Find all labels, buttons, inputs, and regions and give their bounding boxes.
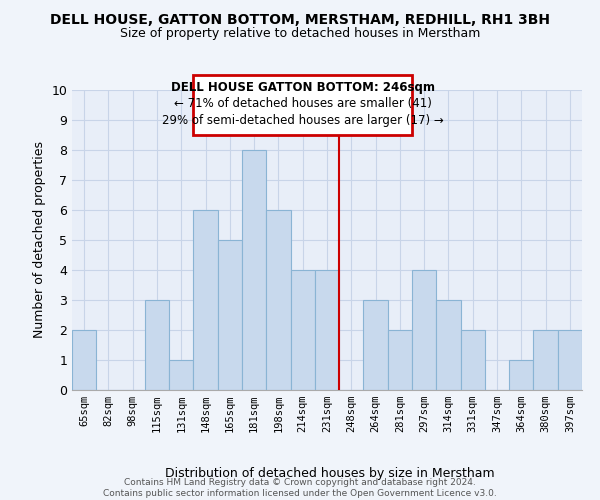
Bar xyxy=(436,300,461,390)
Text: ← 71% of detached houses are smaller (41): ← 71% of detached houses are smaller (41… xyxy=(174,98,431,110)
Y-axis label: Number of detached properties: Number of detached properties xyxy=(33,142,46,338)
Text: Distribution of detached houses by size in Merstham: Distribution of detached houses by size … xyxy=(165,467,495,480)
Bar xyxy=(315,270,339,390)
Bar xyxy=(72,330,96,390)
Bar xyxy=(242,150,266,390)
Text: Size of property relative to detached houses in Merstham: Size of property relative to detached ho… xyxy=(120,28,480,40)
Bar xyxy=(266,210,290,390)
Bar xyxy=(533,330,558,390)
Text: Contains HM Land Registry data © Crown copyright and database right 2024.
Contai: Contains HM Land Registry data © Crown c… xyxy=(103,478,497,498)
Bar xyxy=(169,360,193,390)
FancyBboxPatch shape xyxy=(193,75,412,135)
Bar xyxy=(558,330,582,390)
Bar xyxy=(509,360,533,390)
Bar xyxy=(364,300,388,390)
Bar xyxy=(388,330,412,390)
Text: DELL HOUSE GATTON BOTTOM: 246sqm: DELL HOUSE GATTON BOTTOM: 246sqm xyxy=(171,81,435,94)
Text: 29% of semi-detached houses are larger (17) →: 29% of semi-detached houses are larger (… xyxy=(162,114,443,127)
Bar xyxy=(218,240,242,390)
Bar xyxy=(145,300,169,390)
Bar xyxy=(193,210,218,390)
Text: DELL HOUSE, GATTON BOTTOM, MERSTHAM, REDHILL, RH1 3BH: DELL HOUSE, GATTON BOTTOM, MERSTHAM, RED… xyxy=(50,12,550,26)
Bar xyxy=(461,330,485,390)
Bar xyxy=(412,270,436,390)
Bar xyxy=(290,270,315,390)
